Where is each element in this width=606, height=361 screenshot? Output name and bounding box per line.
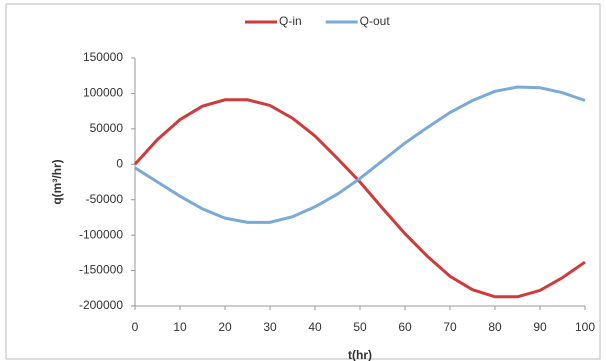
x-tick-label: 50	[353, 320, 367, 334]
x-tick-label: 60	[398, 320, 412, 334]
x-tick-label: 0	[132, 320, 139, 334]
x-axis-label: t(hr)	[348, 348, 372, 361]
x-tick-label: 90	[533, 320, 547, 334]
x-tick-label: 100	[575, 320, 595, 334]
legend-label: Q-in	[279, 14, 302, 28]
x-tick-label: 40	[308, 320, 322, 334]
y-tick-label: 50000	[90, 121, 124, 135]
x-tick-label: 80	[488, 320, 502, 334]
y-axis-label: q(m³/hr)	[50, 159, 64, 204]
y-tick-label: -150000	[79, 263, 123, 277]
legend-label: Q-out	[360, 14, 391, 28]
y-tick-label: -100000	[79, 227, 123, 241]
x-tick-label: 20	[218, 320, 232, 334]
x-tick-label: 30	[263, 320, 277, 334]
y-tick-label: 0	[116, 156, 123, 170]
line-series	[133, 98, 586, 299]
y-tick-label: -50000	[86, 192, 124, 206]
line-series	[134, 85, 586, 224]
y-tick-label: 100000	[83, 86, 123, 100]
x-tick-label: 70	[443, 320, 457, 334]
chart-frame	[5, 3, 601, 360]
y-tick-label: 150000	[83, 50, 123, 64]
x-tick-label: 10	[173, 320, 187, 334]
y-tick-label: -200000	[79, 298, 123, 312]
